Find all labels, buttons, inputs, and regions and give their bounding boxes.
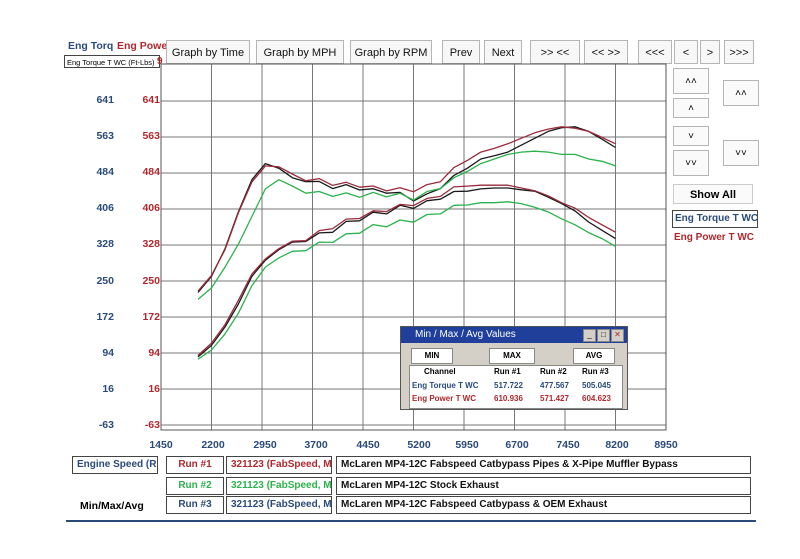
scroll-left-button[interactable]: < xyxy=(674,40,698,64)
legend-torque: Eng Torque T WC xyxy=(672,210,758,228)
y-tick-right: 484 xyxy=(142,166,160,178)
run2-description: McLaren MP4-12C Stock Exhaust xyxy=(336,477,751,495)
scroll-far-left-button[interactable]: <<< xyxy=(638,40,672,64)
y-tick-left: 250 xyxy=(96,275,114,287)
dialog-table: Channel Run #1 Run #2 Run #3 Eng Torque … xyxy=(409,365,623,409)
y-tick-left: 641 xyxy=(96,94,114,106)
run3-id: 321123 (FabSpeed, M xyxy=(226,496,332,514)
plot-area xyxy=(160,63,667,431)
minimize-icon[interactable]: _ xyxy=(583,329,596,342)
x-tick: 4450 xyxy=(356,439,380,451)
series-line-run-2-power xyxy=(197,201,616,360)
run2-label[interactable]: Run #2 xyxy=(166,477,224,495)
run1-description: McLaren MP4-12C Fabspeed Catbypass Pipes… xyxy=(336,456,751,474)
channel-select[interactable]: Eng Torque T WC (Ft-Lbs) xyxy=(64,55,160,68)
series-line-run-1-power xyxy=(197,187,616,358)
col-run1: Run #1 xyxy=(494,367,521,376)
row-power-run1: 610.936 xyxy=(494,394,523,403)
row-power-run2: 571.427 xyxy=(540,394,569,403)
y-tick-right: 94 xyxy=(148,347,160,359)
row-power-run3: 604.623 xyxy=(582,394,611,403)
tab-engine-power[interactable]: Eng Powe xyxy=(117,40,168,52)
y-tick-right: 406 xyxy=(142,202,160,214)
run1-label[interactable]: Run #1 xyxy=(166,456,224,474)
y-tick-left: 16 xyxy=(102,383,114,395)
y-tick-right: -63 xyxy=(144,419,160,431)
x-tick: 6700 xyxy=(505,439,529,451)
dialog-title: Min / Max / Avg Values xyxy=(415,329,516,340)
run3-label[interactable]: Run #3 xyxy=(166,496,224,514)
show-all-button[interactable]: Show All xyxy=(673,184,753,204)
dialog-avg-button[interactable]: AVG xyxy=(573,348,615,364)
bottom-divider xyxy=(66,520,756,522)
y-tick-left: 563 xyxy=(96,130,114,142)
scroll-right-button[interactable]: > xyxy=(700,40,720,64)
zoom-out-button[interactable]: << >> xyxy=(584,40,628,64)
x-tick: 3700 xyxy=(304,439,328,451)
engine-speed-label[interactable]: Engine Speed (Rl xyxy=(72,456,158,474)
row-torque-run2: 477.567 xyxy=(540,381,569,390)
dialog-max-button[interactable]: MAX xyxy=(489,348,535,364)
graph-by-time-button[interactable]: Graph by Time xyxy=(166,40,250,64)
row-power-name: Eng Power T WC xyxy=(412,394,476,403)
run1-id: 321123 (FabSpeed, M xyxy=(226,456,332,474)
x-tick: 1450 xyxy=(149,439,173,451)
scroll-far-right-button[interactable]: >>> xyxy=(724,40,754,64)
y-tick-left: 94 xyxy=(102,347,114,359)
x-tick: 2200 xyxy=(201,439,225,451)
y-tick-left: 406 xyxy=(96,202,114,214)
graph-by-mph-button[interactable]: Graph by MPH xyxy=(256,40,344,64)
y-tick-right: 250 xyxy=(142,275,160,287)
run3-description: McLaren MP4-12C Fabspeed Catbypass & OEM… xyxy=(336,496,751,514)
run2-id: 321123 (FabSpeed, M xyxy=(226,477,332,495)
x-tick: 5200 xyxy=(407,439,431,451)
scroll-up-button[interactable]: ˄ xyxy=(673,98,709,118)
col-run3: Run #3 xyxy=(582,367,609,376)
x-tick: 5950 xyxy=(455,439,479,451)
maximize-icon[interactable]: □ xyxy=(597,329,610,342)
row-torque-run1: 517.722 xyxy=(494,381,523,390)
min-max-avg-button[interactable]: Min/Max/Avg xyxy=(80,500,144,512)
min-max-avg-dialog[interactable]: Min / Max / Avg Values _ □ ✕ MIN MAX AVG… xyxy=(400,326,628,410)
series-line-run-3-torque xyxy=(197,126,616,292)
series-line-run-1-torque xyxy=(197,126,616,293)
dialog-titlebar[interactable]: Min / Max / Avg Values _ □ ✕ xyxy=(401,327,627,343)
y-tick-right: 563 xyxy=(142,130,160,142)
series-line-run-3-power xyxy=(197,184,616,356)
y-tick-left: -63 xyxy=(98,419,114,431)
scroll-up-fast-button-2[interactable]: ˄˄ xyxy=(723,80,759,106)
x-tick: 8200 xyxy=(605,439,629,451)
x-tick: 2950 xyxy=(253,439,277,451)
series-line-run-2-torque xyxy=(197,150,616,300)
y-tick-left: 172 xyxy=(96,311,114,323)
scroll-down-button[interactable]: ˅ xyxy=(673,126,709,146)
scroll-down-fast-button-2[interactable]: ˅˅ xyxy=(723,140,759,166)
x-tick: 8950 xyxy=(654,439,678,451)
y-tick-right: 328 xyxy=(142,238,160,250)
y-tick-right: 172 xyxy=(142,311,160,323)
next-button[interactable]: Next xyxy=(484,40,522,64)
y-tick-left: 328 xyxy=(96,238,114,250)
zoom-in-button[interactable]: >> << xyxy=(530,40,580,64)
scroll-down-fast-button[interactable]: ˅˅ xyxy=(673,150,709,176)
col-run2: Run #2 xyxy=(540,367,567,376)
tab-engine-torque[interactable]: Eng Torq xyxy=(68,40,114,52)
prev-button[interactable]: Prev xyxy=(442,40,480,64)
power-fragment: 9 xyxy=(157,56,163,67)
y-tick-left: 484 xyxy=(96,166,114,178)
row-torque-run3: 505.045 xyxy=(582,381,611,390)
y-tick-right: 641 xyxy=(142,94,160,106)
legend-power: Eng Power T WC xyxy=(674,232,754,243)
x-tick: 7450 xyxy=(556,439,580,451)
scroll-up-fast-button[interactable]: ˄˄ xyxy=(673,68,709,94)
row-torque-name: Eng Torque T WC xyxy=(412,381,479,390)
col-channel: Channel xyxy=(424,367,456,376)
y-tick-right: 16 xyxy=(148,383,160,395)
close-icon[interactable]: ✕ xyxy=(611,329,624,342)
dialog-min-button[interactable]: MIN xyxy=(411,348,453,364)
